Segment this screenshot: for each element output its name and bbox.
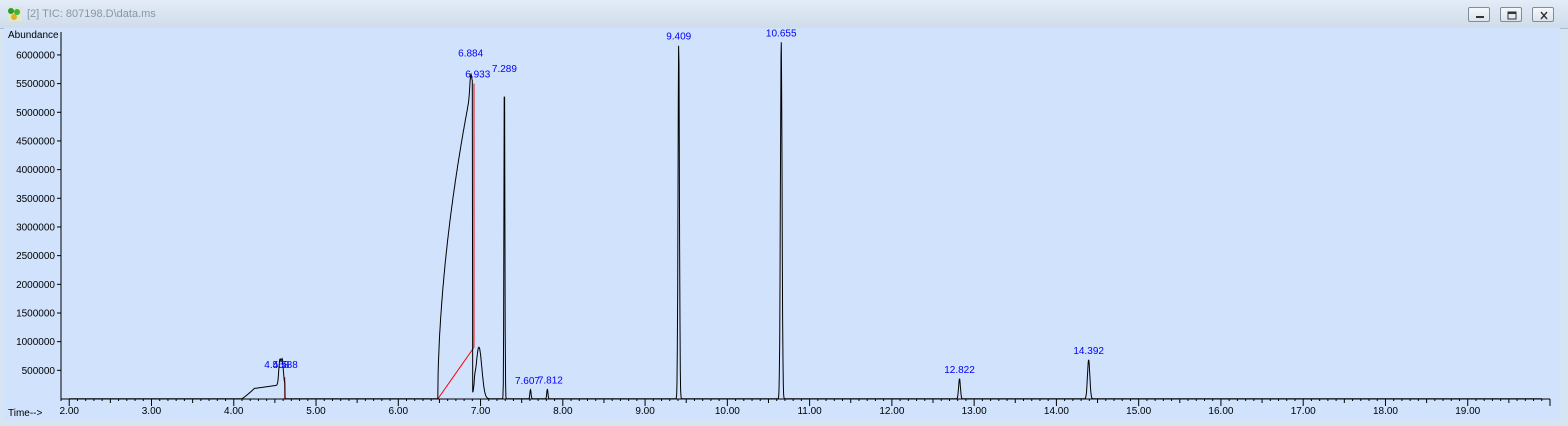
x-tick-label: 13.00 [962, 406, 987, 417]
peak-label: 7.289 [492, 64, 517, 75]
close-icon [1540, 11, 1548, 20]
baseline-segment [437, 347, 475, 400]
x-tick-label: 9.00 [635, 406, 655, 417]
close-button[interactable] [1532, 7, 1554, 22]
y-tick-label: 3500000 [16, 194, 55, 205]
y-tick-label: 2000000 [16, 280, 55, 291]
y-tick-label: 4500000 [16, 136, 55, 147]
restore-icon [1507, 11, 1517, 20]
minimize-icon [1476, 16, 1484, 18]
tic-trace [69, 42, 1542, 400]
x-tick-label: 3.00 [142, 406, 162, 417]
peak-label: 9.409 [666, 31, 691, 42]
x-tick-label: 7.00 [471, 406, 491, 417]
x-tick-label: 6.00 [389, 406, 409, 417]
y-tick-label: 5000000 [16, 108, 55, 119]
x-tick-label: 11.00 [797, 406, 822, 417]
x-axis: 2.00 3.00 4.00 5.00 6.00 7.00 8.00 9.00 10.00 11.… [59, 399, 1551, 417]
y-tick-label: 3000000 [16, 222, 55, 233]
y-tick-label: 2500000 [16, 251, 55, 262]
y-tick-label: 1000000 [16, 337, 55, 348]
chromatogram-app-icon [7, 7, 22, 21]
x-tick-label: 17.00 [1291, 406, 1316, 417]
y-axis-label: Abundance [8, 30, 59, 41]
peak-label: 4.588 [273, 360, 298, 371]
y-axis: 500000 1000000 1500000 2000000 2500000 300000… [16, 50, 61, 377]
x-tick-label: 8.00 [553, 406, 573, 417]
title-bar[interactable]: [2] TIC: 807198.D\data.ms [0, 0, 1568, 29]
chromatogram-plot[interactable]: 500000 1000000 1500000 2000000 2500000 300000… [4, 28, 1560, 420]
peak-label: 4.568 [264, 360, 289, 371]
x-axis-label: Time--> [8, 408, 43, 419]
x-tick-label: 15.00 [1126, 406, 1151, 417]
x-tick-label: 14.00 [1044, 406, 1069, 417]
chromatogram-chart: 500000 1000000 1500000 2000000 2500000 300000… [8, 29, 1551, 419]
x-tick-label: 12.00 [879, 406, 904, 417]
peak-label: 6.884 [458, 48, 483, 59]
minimize-button[interactable] [1468, 7, 1490, 22]
x-tick-label: 18.00 [1373, 406, 1398, 417]
peak-label: 10.655 [766, 29, 797, 40]
x-tick-label: 19.00 [1455, 406, 1480, 417]
x-tick-label: 16.00 [1208, 406, 1233, 417]
y-tick-label: 5500000 [16, 79, 55, 90]
x-tick-label: 4.00 [224, 406, 244, 417]
peak-label: 14.392 [1073, 346, 1104, 357]
x-tick-label: 2.00 [59, 406, 79, 417]
peak-label: 12.822 [944, 365, 975, 376]
integration-baselines [250, 83, 1092, 400]
peak-label: 6.933 [465, 70, 490, 81]
restore-button[interactable] [1500, 7, 1522, 22]
y-tick-label: 6000000 [16, 50, 55, 61]
x-tick-label: 5.00 [306, 406, 326, 417]
window-title: [2] TIC: 807198.D\data.ms [27, 8, 156, 20]
peak-label: 7.812 [538, 375, 563, 386]
y-tick-label: 500000 [22, 366, 56, 377]
peak-label: 7.607 [515, 376, 540, 387]
y-tick-label: 1500000 [16, 308, 55, 319]
x-tick-label: 10.00 [715, 406, 740, 417]
y-tick-label: 4000000 [16, 165, 55, 176]
